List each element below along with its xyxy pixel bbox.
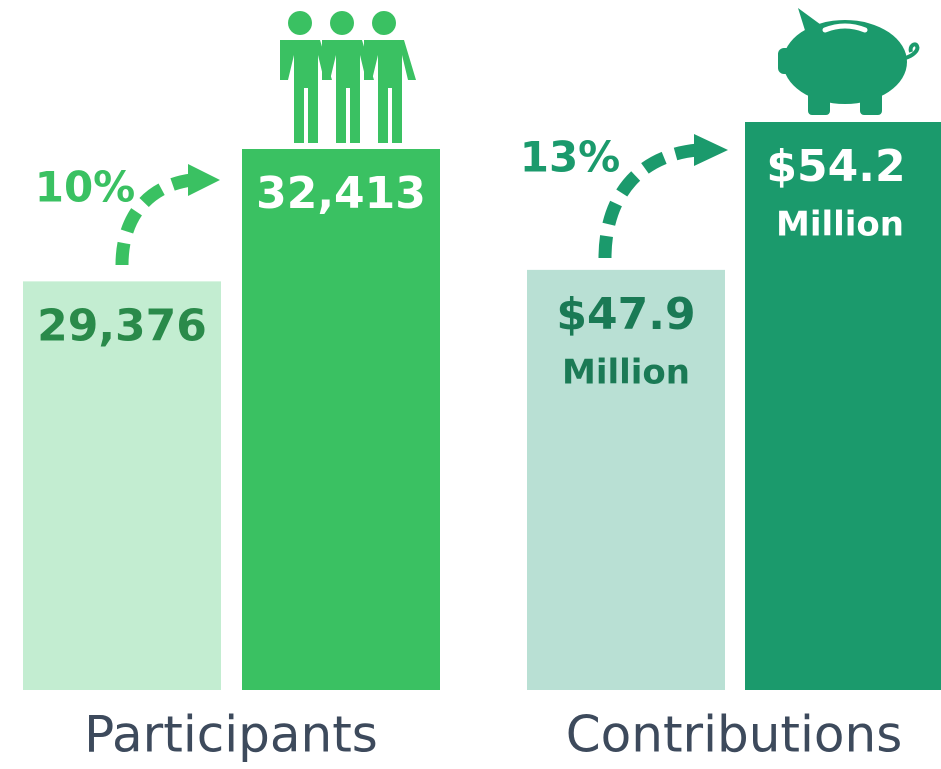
bar [527, 269, 725, 690]
category-title: Participants [84, 706, 378, 764]
category-title: Contributions [566, 706, 903, 764]
value-label: $47.9 [556, 289, 695, 340]
annotation: 10% [35, 163, 136, 212]
value-unit: Million [562, 352, 690, 392]
value-label: 32,413 [256, 168, 426, 219]
arrow [598, 134, 728, 259]
bar [745, 122, 941, 690]
annotation: 13% [520, 133, 621, 182]
bar [242, 149, 440, 690]
arrow [115, 164, 220, 266]
piggy-bank-icon [778, 8, 920, 115]
people-icon [280, 11, 416, 143]
bar [23, 281, 221, 690]
value-label: 29,376 [37, 300, 207, 351]
value-unit: Million [776, 205, 904, 245]
value-label: $54.2 [766, 141, 905, 192]
